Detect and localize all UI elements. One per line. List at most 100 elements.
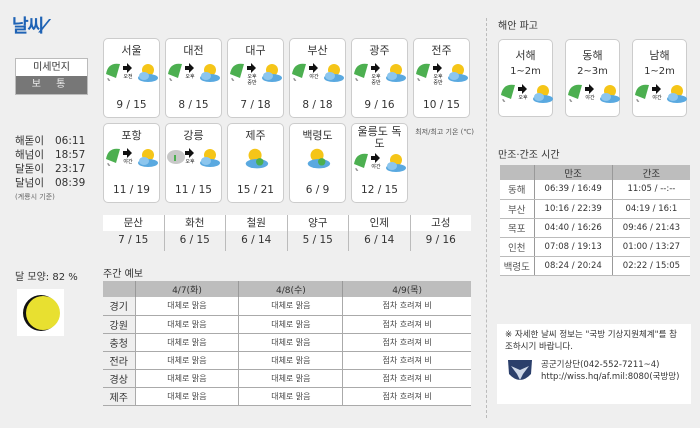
tide-cell: 02:22 / 15:05	[611, 256, 690, 276]
region: 충청	[103, 333, 135, 352]
city-name: 전주	[431, 44, 452, 57]
info-box: ※ 자세한 날씨 정보는 "국방 기상지원체계"를 참조하시기 바랍니다. 공군…	[497, 324, 691, 404]
forecast-cell: 점차 흐려져 비	[342, 351, 471, 370]
sun-moon-row: 해돋이 06:11	[15, 135, 86, 147]
region: 강원	[103, 315, 135, 334]
city-name: 백령도	[302, 129, 333, 142]
sun-moon-row: 해넘이 18:57	[15, 149, 86, 161]
table-row: 충청 대체로 맑음 대체로 맑음 점차 흐려져 비	[103, 333, 471, 352]
city-name: 울릉도 독도	[357, 125, 402, 150]
forecast-cell: 대체로 맑음	[134, 315, 239, 334]
city-temp: 11 / 19	[113, 184, 150, 196]
location-note: (계룡시 기준)	[15, 193, 55, 201]
sun-moon-row: 달돋이 23:17	[15, 163, 86, 175]
moon-phase-label: 달 모양: 82 %	[15, 272, 78, 283]
city-card[interactable]: 제주 15 / 21	[227, 123, 284, 203]
table-row: 백령도 08:24 / 20:24 02:22 / 15:05	[500, 256, 690, 276]
city-name: 부산	[307, 44, 328, 57]
weather-rain-to-sunny-cloudy-icon: 오후	[499, 81, 553, 109]
divider	[486, 18, 487, 418]
forecast-cell: 대체로 맑음	[134, 369, 239, 388]
city-temp: 15 / 21	[237, 184, 274, 196]
forecast-cell: 점차 흐려져 비	[342, 297, 471, 316]
wave-height: 1~2m	[644, 66, 675, 77]
weather-partly-cloudy-icon	[228, 145, 283, 175]
tide-title: 만조·간조 시간	[498, 150, 560, 161]
weather-partly-cloudy-icon	[290, 145, 345, 175]
air-force-emblem-icon	[508, 360, 532, 380]
small-city: 화천 6 / 15	[164, 215, 226, 251]
svg-text:오후: 오후	[185, 159, 195, 165]
forecast-cell: 점차 흐려져 비	[342, 315, 471, 334]
weather-rain-to-sunny-cloudy-icon: 오후 중반	[228, 60, 283, 90]
city-name: 강릉	[183, 129, 204, 142]
weekly-day-header: 4/8(수)	[238, 281, 343, 297]
fine-dust-box: 미세먼지 보 통	[15, 58, 88, 95]
fine-dust-value: 보 통	[16, 76, 87, 94]
table-row: 전라 대체로 맑음 대체로 맑음 점차 흐려져 비	[103, 351, 471, 370]
svg-text:중반: 중반	[371, 79, 381, 86]
city-card[interactable]: 광주 오후 중반 9 / 16	[351, 38, 408, 118]
city-card[interactable]: 울릉도 독도 야간 12 / 15	[351, 123, 408, 203]
city-temp: 9 / 16	[364, 99, 395, 111]
moon-phase-icon	[17, 289, 64, 336]
city-name: 포항	[121, 129, 142, 142]
tide-cell: 01:00 / 13:27	[611, 237, 690, 257]
wave-height: 2~3m	[577, 66, 608, 77]
weather-rain-to-sunny-cloudy-icon: 오후	[166, 60, 221, 90]
tide-cell: 동해	[500, 180, 534, 200]
table-row: 제주 대체로 맑음 대체로 맑음 점차 흐려져 비	[103, 387, 471, 406]
forecast-cell: 대체로 맑음	[238, 387, 343, 406]
table-row: 강원 대체로 맑음 대체로 맑음 점차 흐려져 비	[103, 315, 471, 334]
tide-cell: 10:16 / 22:39	[533, 199, 613, 219]
weather-rain-to-sunny-cloudy-icon: 오전	[104, 60, 159, 90]
forecast-cell: 대체로 맑음	[238, 297, 343, 316]
region: 경기	[103, 297, 135, 316]
city-temp: 8 / 15	[178, 99, 209, 111]
tide-table: 만조 간조 동해 06:39 / 16:49 11:05 / --:-- 부산 10:16 …	[500, 165, 690, 276]
tide-cell: 06:39 / 16:49	[533, 180, 613, 200]
tide-cell: 인천	[500, 237, 534, 257]
temp-unit-note: 최저/최고 기온 (℃)	[415, 128, 474, 136]
weather-rain-to-sunny-cloudy-icon: 야간	[290, 60, 345, 90]
table-row: 목포 04:40 / 16:26 09:46 / 21:43	[500, 218, 690, 238]
forecast-cell: 대체로 맑음	[134, 333, 239, 352]
fine-dust-label: 미세먼지	[16, 59, 87, 76]
svg-text:중반: 중반	[247, 79, 257, 86]
svg-text:오후: 오후	[185, 74, 195, 80]
city-name: 대전	[183, 44, 204, 57]
tide-cell: 09:46 / 21:43	[611, 218, 690, 238]
info-notice: ※ 자세한 날씨 정보는 "국방 기상지원체계"를 참조하시기 바랍니다.	[505, 330, 677, 352]
city-temp: 11 / 15	[175, 184, 212, 196]
weather-rain-to-sunny-cloudy-icon: 야간	[633, 81, 687, 109]
city-card[interactable]: 대구 오후 중반 7 / 18	[227, 38, 284, 118]
city-card[interactable]: 부산 야간 8 / 18	[289, 38, 346, 118]
small-city-temps: 문산 7 / 15 화천 6 / 15 철원 6 / 14 양구 5 / 15 인제 6 / 14…	[103, 215, 471, 251]
table-row: 경기 대체로 맑음 대체로 맑음 점차 흐려져 비	[103, 297, 471, 316]
info-url[interactable]: http://wiss.hq/af.mil:8080(국방망)	[541, 372, 680, 382]
forecast-cell: 대체로 맑음	[134, 387, 239, 406]
forecast-cell: 대체로 맑음	[238, 369, 343, 388]
forecast-cell: 점차 흐려져 비	[342, 333, 471, 352]
wave-card: 동해 2~3m 야간	[565, 39, 620, 117]
svg-text:야간: 야간	[585, 94, 595, 101]
city-card[interactable]: 백령도 6 / 9	[289, 123, 346, 203]
weekly-header-blank	[103, 281, 135, 297]
forecast-cell: 대체로 맑음	[134, 351, 239, 370]
svg-text:야간: 야간	[123, 158, 133, 165]
forecast-cell: 점차 흐려져 비	[342, 387, 471, 406]
region: 경상	[103, 369, 135, 388]
tide-cell: 목포	[500, 218, 534, 238]
city-temp: 10 / 15	[423, 99, 460, 111]
city-card[interactable]: 서울 오전 9 / 15	[103, 38, 160, 118]
wave-card: 남해 1~2m 야간	[632, 39, 687, 117]
weekly-forecast-title: 주간 예보	[103, 269, 143, 280]
table-row: 경상 대체로 맑음 대체로 맑음 점차 흐려져 비	[103, 369, 471, 388]
weather-rain-to-sunny-cloudy-icon: 오후 중반	[414, 60, 469, 90]
info-contact: 공군기상단(042-552-7211~4)	[541, 360, 660, 370]
small-city: 문산 7 / 15	[103, 215, 165, 251]
